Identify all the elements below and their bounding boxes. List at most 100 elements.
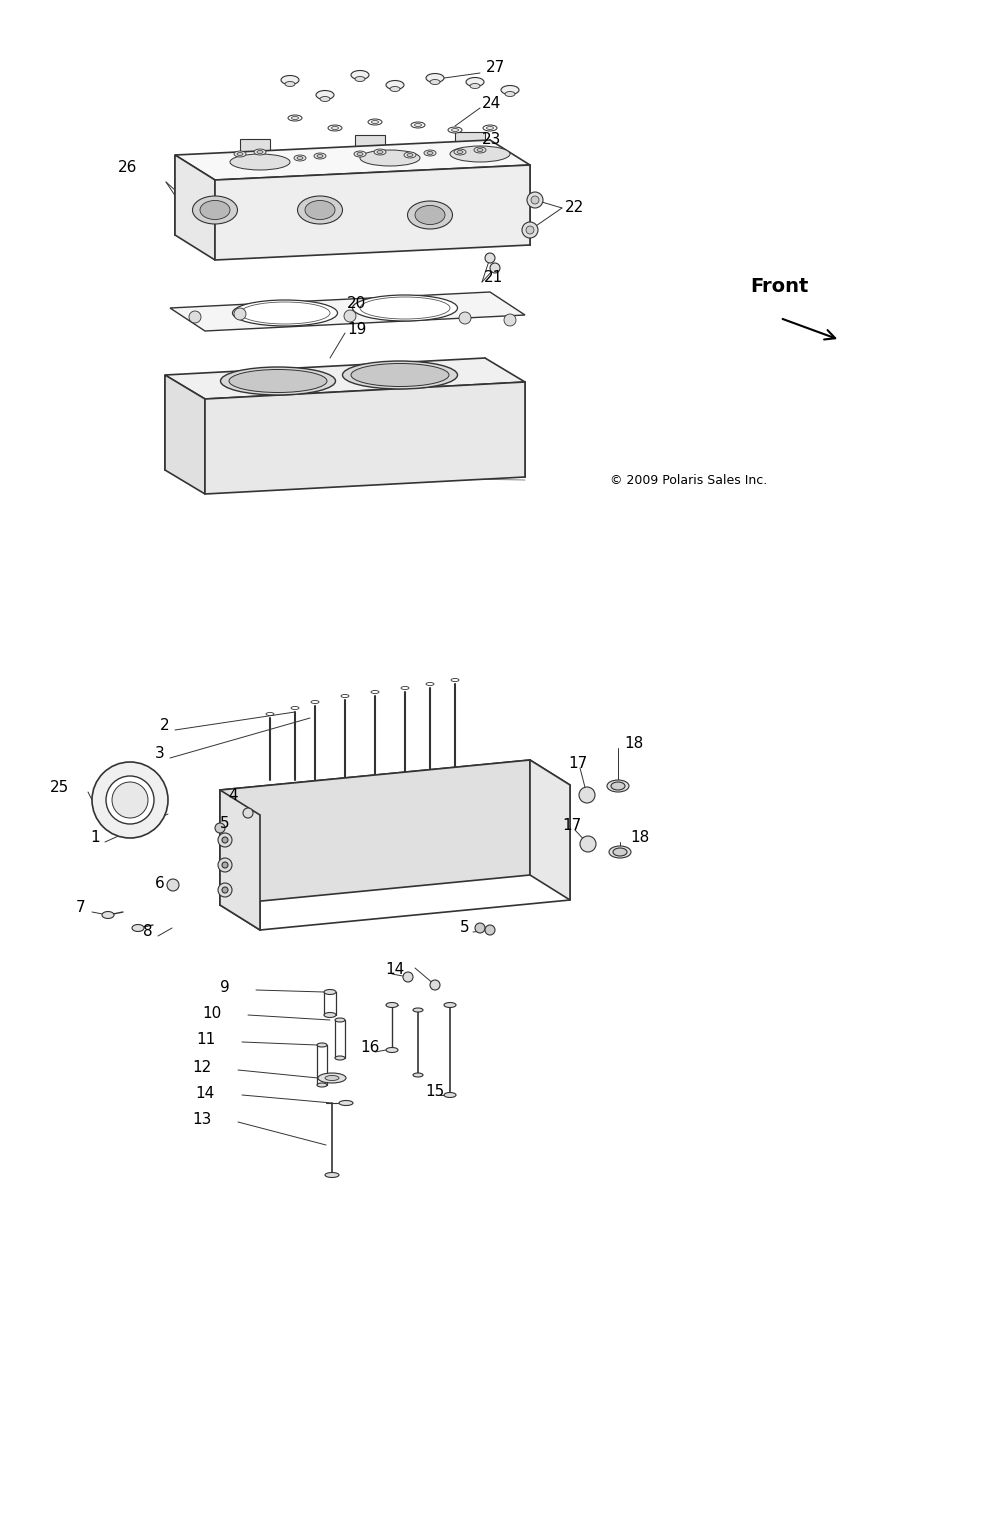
FancyBboxPatch shape	[355, 135, 385, 150]
Ellipse shape	[314, 153, 326, 159]
Text: 15: 15	[425, 1084, 444, 1099]
Circle shape	[218, 858, 232, 871]
Circle shape	[504, 314, 516, 326]
Ellipse shape	[372, 120, 378, 123]
Text: 10: 10	[203, 1005, 222, 1020]
Circle shape	[580, 836, 596, 852]
Circle shape	[475, 923, 485, 934]
Text: 19: 19	[347, 322, 366, 337]
Circle shape	[106, 776, 154, 824]
Polygon shape	[165, 375, 205, 493]
Ellipse shape	[325, 1172, 339, 1178]
Ellipse shape	[444, 1002, 456, 1008]
Text: 4: 4	[228, 788, 238, 803]
Text: 21: 21	[484, 270, 503, 285]
Text: 14: 14	[196, 1085, 215, 1101]
Text: 24: 24	[482, 97, 501, 111]
Ellipse shape	[257, 150, 263, 153]
Circle shape	[215, 823, 225, 833]
Text: 26: 26	[118, 161, 137, 176]
Polygon shape	[175, 155, 215, 260]
Text: 5: 5	[460, 920, 470, 935]
Ellipse shape	[324, 990, 336, 994]
Text: 8: 8	[143, 924, 153, 940]
Circle shape	[243, 808, 253, 818]
Ellipse shape	[335, 1019, 345, 1022]
Circle shape	[579, 786, 595, 803]
Ellipse shape	[298, 196, 342, 225]
Text: 6: 6	[155, 876, 165, 891]
Ellipse shape	[501, 85, 519, 94]
Ellipse shape	[415, 123, 422, 126]
Ellipse shape	[285, 82, 295, 87]
Ellipse shape	[297, 156, 303, 159]
Circle shape	[526, 226, 534, 234]
Polygon shape	[220, 761, 570, 815]
Text: 9: 9	[220, 981, 230, 996]
Polygon shape	[530, 761, 570, 900]
Circle shape	[222, 836, 228, 842]
Circle shape	[222, 862, 228, 868]
Text: 23: 23	[482, 132, 501, 147]
Ellipse shape	[294, 155, 306, 161]
Ellipse shape	[234, 150, 246, 156]
Circle shape	[522, 222, 538, 238]
Ellipse shape	[483, 124, 497, 131]
Ellipse shape	[354, 150, 366, 156]
Polygon shape	[165, 358, 525, 399]
Text: 27: 27	[486, 61, 505, 76]
Ellipse shape	[200, 200, 230, 220]
Text: 17: 17	[568, 756, 587, 771]
Text: 3: 3	[155, 747, 165, 762]
Ellipse shape	[229, 369, 327, 393]
Ellipse shape	[386, 1002, 398, 1008]
Ellipse shape	[220, 367, 336, 395]
Circle shape	[112, 782, 148, 818]
Ellipse shape	[320, 97, 330, 102]
Ellipse shape	[317, 155, 323, 158]
Ellipse shape	[325, 1075, 339, 1081]
Ellipse shape	[328, 124, 342, 131]
Ellipse shape	[281, 76, 299, 85]
Ellipse shape	[374, 149, 386, 155]
Polygon shape	[170, 291, 525, 331]
Polygon shape	[220, 789, 260, 931]
Text: © 2009 Polaris Sales Inc.: © 2009 Polaris Sales Inc.	[610, 474, 767, 486]
Ellipse shape	[292, 117, 298, 120]
Ellipse shape	[407, 153, 413, 156]
Circle shape	[403, 972, 413, 982]
Text: 14: 14	[385, 962, 404, 978]
Ellipse shape	[386, 80, 404, 90]
Text: 2: 2	[160, 718, 170, 733]
Text: 12: 12	[193, 1061, 212, 1075]
Text: 11: 11	[197, 1032, 216, 1047]
Ellipse shape	[413, 1073, 423, 1076]
Ellipse shape	[448, 128, 462, 134]
FancyBboxPatch shape	[240, 140, 270, 155]
Ellipse shape	[339, 1101, 353, 1105]
Ellipse shape	[232, 301, 338, 326]
Ellipse shape	[237, 152, 243, 155]
Circle shape	[527, 191, 543, 208]
Ellipse shape	[377, 150, 383, 153]
Circle shape	[189, 311, 201, 323]
Ellipse shape	[332, 126, 338, 129]
Ellipse shape	[611, 782, 625, 789]
Circle shape	[490, 263, 500, 273]
Ellipse shape	[318, 1073, 346, 1082]
Circle shape	[218, 833, 232, 847]
Text: 7: 7	[76, 900, 86, 915]
Circle shape	[167, 879, 179, 891]
Ellipse shape	[357, 152, 363, 155]
Ellipse shape	[607, 780, 629, 792]
Ellipse shape	[408, 200, 452, 229]
Ellipse shape	[474, 147, 486, 153]
Ellipse shape	[288, 115, 302, 121]
Circle shape	[234, 308, 246, 320]
Circle shape	[344, 310, 356, 322]
Ellipse shape	[254, 149, 266, 155]
Ellipse shape	[411, 121, 425, 128]
Ellipse shape	[132, 924, 144, 932]
Text: Front: Front	[750, 276, 808, 296]
Text: 18: 18	[630, 830, 649, 846]
